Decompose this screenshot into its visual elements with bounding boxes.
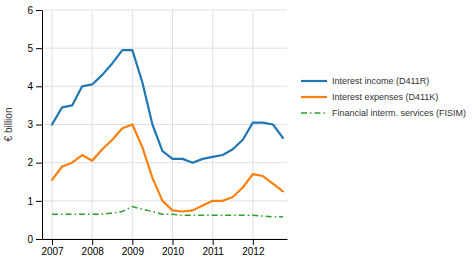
tick: 2010	[162, 239, 185, 257]
tick-label: 1	[27, 196, 33, 207]
tick-mark	[52, 239, 53, 245]
grid-line	[42, 10, 287, 11]
tick: 6	[27, 5, 42, 16]
series-line	[52, 207, 283, 217]
tick: 1	[27, 196, 42, 207]
grid	[42, 10, 287, 239]
tick: 2009	[122, 239, 145, 257]
x-axis: 2007 2008 2009 2010 2011 2012	[41, 239, 287, 257]
tick-mark	[173, 239, 174, 245]
tick: 5	[27, 43, 42, 54]
tick-mark	[36, 10, 42, 11]
tick: 2007	[41, 239, 64, 257]
axis-line	[42, 11, 43, 240]
axis-line	[43, 239, 288, 240]
tick-label: 2012	[242, 246, 265, 257]
tick: 2012	[242, 239, 265, 257]
grid-line	[42, 86, 287, 87]
y-axis: 0 1 2 3 4 5 6	[27, 5, 42, 245]
y-axis-label: € billion	[3, 108, 14, 142]
tick-label: 2009	[122, 246, 145, 257]
tick-label: 3	[27, 119, 33, 130]
tick-mark	[253, 239, 254, 245]
grid-line	[42, 239, 287, 240]
grid-line	[92, 10, 93, 239]
series-line	[52, 50, 283, 163]
grid-line	[42, 162, 287, 163]
tick-mark	[36, 163, 42, 164]
legend-item: Interest expenses (D411K)	[301, 92, 438, 102]
grid-line	[212, 10, 213, 239]
tick-label: 6	[27, 5, 33, 16]
tick-label: 0	[27, 234, 33, 245]
tick-mark	[92, 239, 93, 245]
tick-label: 4	[27, 81, 33, 92]
tick-mark	[36, 86, 42, 87]
tick: 2011	[202, 239, 224, 257]
tick-mark	[36, 201, 42, 202]
legend-swatch	[301, 96, 327, 98]
tick-mark	[36, 48, 42, 49]
legend-item: Financial interm. services (FISIM)	[301, 108, 466, 118]
grid-line	[172, 10, 173, 239]
tick: 0	[27, 234, 42, 245]
legend: Interest income (D411R) Interest expenses…	[301, 76, 466, 118]
tick-label: 2007	[41, 246, 64, 257]
legend-swatch	[301, 112, 327, 114]
grid-line	[42, 48, 287, 49]
legend-label: Financial interm. services (FISIM)	[332, 108, 466, 118]
series-line	[52, 125, 283, 212]
tick: 3	[27, 119, 42, 130]
tick-mark	[213, 239, 214, 245]
tick-label: 2	[27, 157, 33, 168]
tick: 2	[27, 157, 42, 168]
legend-item: Interest income (D411R)	[301, 76, 429, 86]
grid-line	[42, 200, 287, 201]
legend-label: Interest expenses (D411K)	[332, 92, 438, 102]
tick-label: 2008	[82, 246, 105, 257]
tick-mark	[36, 239, 42, 240]
legend-label: Interest income (D411R)	[332, 76, 429, 86]
tick-label: 5	[27, 43, 33, 54]
plot: 2007200820092010201120120123456	[27, 5, 287, 257]
tick-label: 2011	[202, 246, 224, 257]
tick: 4	[27, 81, 42, 92]
chart: 2007200820092010201120120123456€ billion…	[0, 0, 472, 263]
grid-line	[42, 124, 287, 125]
tick-mark	[132, 239, 133, 245]
tick-label: 2010	[162, 246, 185, 257]
tick: 2008	[82, 239, 105, 257]
legend-swatch	[301, 80, 327, 82]
tick-mark	[36, 125, 42, 126]
series-group	[52, 50, 283, 217]
